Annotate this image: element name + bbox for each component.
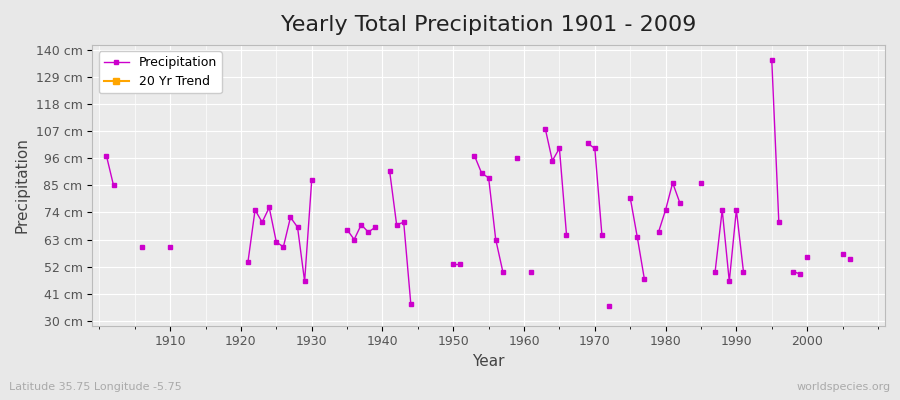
Y-axis label: Precipitation: Precipitation: [15, 137, 30, 233]
Title: Yearly Total Precipitation 1901 - 2009: Yearly Total Precipitation 1901 - 2009: [281, 15, 697, 35]
Legend: Precipitation, 20 Yr Trend: Precipitation, 20 Yr Trend: [98, 51, 221, 93]
Text: worldspecies.org: worldspecies.org: [796, 382, 891, 392]
X-axis label: Year: Year: [472, 354, 505, 369]
Precipitation: [101, 153, 112, 158]
Text: Latitude 35.75 Longitude -5.75: Latitude 35.75 Longitude -5.75: [9, 382, 182, 392]
Precipitation: [108, 183, 119, 188]
Line: Precipitation: Precipitation: [104, 154, 115, 187]
